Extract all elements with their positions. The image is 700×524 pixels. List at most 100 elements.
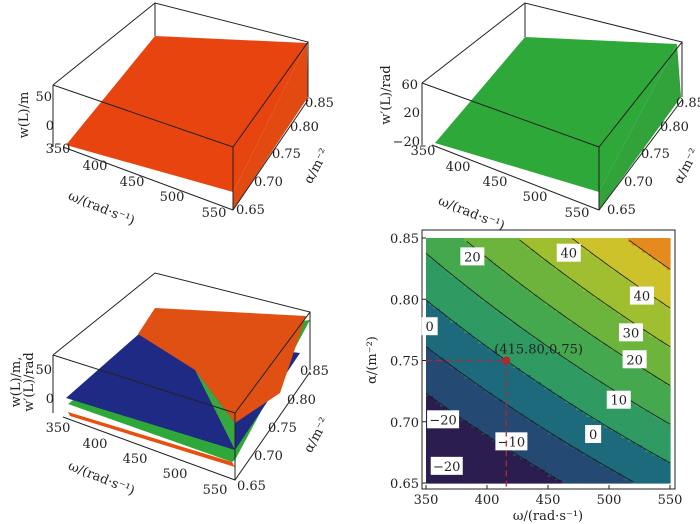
contour-cell bbox=[551, 448, 556, 453]
contour-cell bbox=[575, 353, 580, 358]
contour-cell bbox=[607, 308, 612, 313]
contour-cell bbox=[453, 259, 458, 264]
contour-cell bbox=[506, 388, 511, 393]
contour-cell bbox=[426, 430, 431, 435]
contour-cell bbox=[439, 311, 445, 316]
contour-cell bbox=[579, 248, 584, 253]
contour-cell bbox=[499, 409, 504, 414]
contour-cell bbox=[509, 245, 514, 250]
contour-cell bbox=[610, 413, 615, 418]
contour-cell bbox=[659, 399, 664, 404]
contour-cell bbox=[558, 280, 563, 285]
contour-cell bbox=[478, 437, 483, 442]
contour-cell bbox=[485, 364, 490, 369]
contour-cell bbox=[600, 343, 605, 348]
contour-cell bbox=[652, 444, 657, 449]
contour-cell bbox=[642, 245, 647, 250]
contour-cell bbox=[523, 276, 528, 281]
contour-cell bbox=[520, 472, 525, 477]
contour-cell bbox=[652, 318, 657, 323]
contour-cell bbox=[471, 301, 476, 306]
contour-cell bbox=[534, 469, 539, 474]
contour-cell bbox=[603, 346, 608, 351]
contour-cell bbox=[520, 350, 525, 355]
contour-cell bbox=[610, 245, 615, 250]
contour-cell bbox=[502, 332, 507, 337]
contour-cell bbox=[635, 427, 640, 432]
contour-cell bbox=[457, 437, 462, 442]
contour-cell bbox=[579, 371, 584, 376]
contour-cell bbox=[635, 276, 640, 281]
contour-cell bbox=[541, 297, 546, 302]
contour-cell bbox=[593, 304, 598, 309]
contour-cell bbox=[579, 266, 584, 271]
contour-cell bbox=[432, 444, 438, 449]
contour-cell bbox=[596, 308, 601, 313]
contour-cell bbox=[638, 448, 643, 453]
contour-cell bbox=[631, 423, 636, 428]
contour-cell bbox=[523, 248, 528, 253]
contour-cell bbox=[600, 364, 605, 369]
contour-cell bbox=[558, 409, 563, 414]
contour-cell bbox=[645, 378, 650, 383]
contour-cell bbox=[453, 381, 458, 386]
y-tick-label: 0.65 bbox=[236, 203, 265, 218]
contour-cell bbox=[572, 455, 577, 460]
contour-cell bbox=[471, 479, 476, 484]
contour-cell bbox=[471, 465, 476, 470]
contour-cell bbox=[561, 451, 567, 456]
contour-cell bbox=[534, 262, 539, 267]
contour-cell bbox=[582, 252, 587, 257]
contour-cell bbox=[460, 406, 465, 411]
contour-cell bbox=[499, 451, 504, 456]
contour-cell bbox=[450, 434, 455, 439]
contour-cell bbox=[436, 311, 441, 316]
contour-cell bbox=[635, 339, 640, 344]
contour-cell bbox=[593, 248, 598, 253]
contour-cell bbox=[485, 269, 490, 274]
contour-cell bbox=[439, 280, 445, 285]
contour-cell bbox=[614, 451, 619, 456]
contour-cell bbox=[631, 339, 636, 344]
contour-cell bbox=[610, 280, 615, 285]
contour-cell bbox=[586, 406, 591, 411]
contour-cell bbox=[663, 255, 668, 260]
contour-cell bbox=[464, 346, 469, 351]
contour-cell bbox=[446, 367, 451, 372]
contour-cell bbox=[481, 364, 486, 369]
contour-cell bbox=[478, 280, 483, 285]
contour-cell bbox=[520, 308, 525, 313]
contour-cell bbox=[492, 371, 497, 376]
contour-cell bbox=[513, 455, 518, 460]
contour-cell bbox=[432, 241, 438, 246]
contour-cell bbox=[464, 395, 469, 400]
contour-cell bbox=[481, 448, 486, 453]
contour-cell bbox=[593, 406, 598, 411]
contour-cell bbox=[492, 308, 497, 313]
contour-cell bbox=[610, 283, 615, 288]
contour-cell bbox=[561, 437, 567, 442]
contour-cell bbox=[541, 262, 546, 267]
contour-cell bbox=[481, 325, 486, 330]
contour-cell bbox=[513, 297, 518, 302]
contour-cell bbox=[652, 322, 657, 327]
contour-cell bbox=[544, 297, 549, 302]
contour-cell bbox=[495, 301, 500, 306]
contour-label-box bbox=[606, 390, 631, 409]
contour-cell bbox=[541, 402, 546, 407]
contour-cell bbox=[638, 255, 643, 260]
contour-cell bbox=[523, 294, 528, 299]
contour-cell bbox=[579, 437, 584, 442]
contour-cell bbox=[502, 455, 507, 460]
contour-cell bbox=[537, 399, 542, 404]
contour-cell bbox=[603, 367, 608, 372]
contour-cell bbox=[548, 381, 553, 386]
contour-cell bbox=[474, 374, 479, 379]
contour-cell bbox=[638, 346, 643, 351]
contour-cell bbox=[520, 287, 525, 292]
contour-cell bbox=[527, 399, 532, 404]
contour-cell bbox=[439, 276, 445, 281]
contour-cell bbox=[492, 283, 497, 288]
contour-cell bbox=[614, 266, 619, 271]
contour-cell bbox=[631, 280, 636, 285]
